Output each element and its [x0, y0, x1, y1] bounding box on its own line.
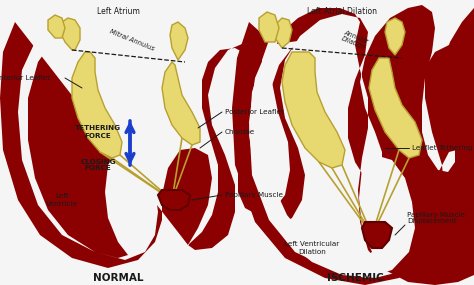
Text: Annular
Dilation: Annular Dilation	[341, 29, 369, 51]
Text: ISCHEMIC: ISCHEMIC	[327, 273, 383, 283]
Polygon shape	[362, 222, 392, 248]
Polygon shape	[60, 18, 80, 50]
Polygon shape	[249, 40, 415, 278]
Text: Mitral Annulus: Mitral Annulus	[109, 28, 155, 52]
Polygon shape	[385, 18, 405, 55]
Polygon shape	[18, 38, 158, 260]
Text: Left Atrial Dilation: Left Atrial Dilation	[307, 7, 377, 17]
Polygon shape	[232, 5, 474, 285]
Text: Papillary Muscle: Papillary Muscle	[225, 192, 283, 198]
Polygon shape	[48, 15, 65, 38]
Text: Chordae: Chordae	[225, 129, 255, 135]
Polygon shape	[275, 18, 292, 48]
Polygon shape	[170, 22, 188, 60]
Polygon shape	[259, 12, 279, 42]
Text: Left Atrium: Left Atrium	[97, 7, 139, 17]
Polygon shape	[158, 190, 190, 210]
Text: TETHERING
FORCE: TETHERING FORCE	[75, 125, 121, 139]
Polygon shape	[162, 62, 200, 145]
Polygon shape	[72, 52, 122, 158]
Text: Papillary Muscle
Displacement: Papillary Muscle Displacement	[407, 211, 465, 225]
Polygon shape	[369, 58, 422, 158]
Text: Posterior Leaflet: Posterior Leaflet	[225, 109, 284, 115]
Text: Left Ventricular
Dilation: Left Ventricular Dilation	[284, 241, 340, 255]
Text: Left
Ventricle: Left Ventricle	[46, 194, 78, 207]
Polygon shape	[0, 5, 474, 285]
Text: NORMAL: NORMAL	[93, 273, 143, 283]
Text: Leaflet Tethering: Leaflet Tethering	[412, 145, 473, 151]
Text: CLOSING
FORCE: CLOSING FORCE	[80, 158, 116, 172]
Polygon shape	[282, 52, 345, 168]
Text: Anterior Leaflet: Anterior Leaflet	[0, 75, 50, 81]
